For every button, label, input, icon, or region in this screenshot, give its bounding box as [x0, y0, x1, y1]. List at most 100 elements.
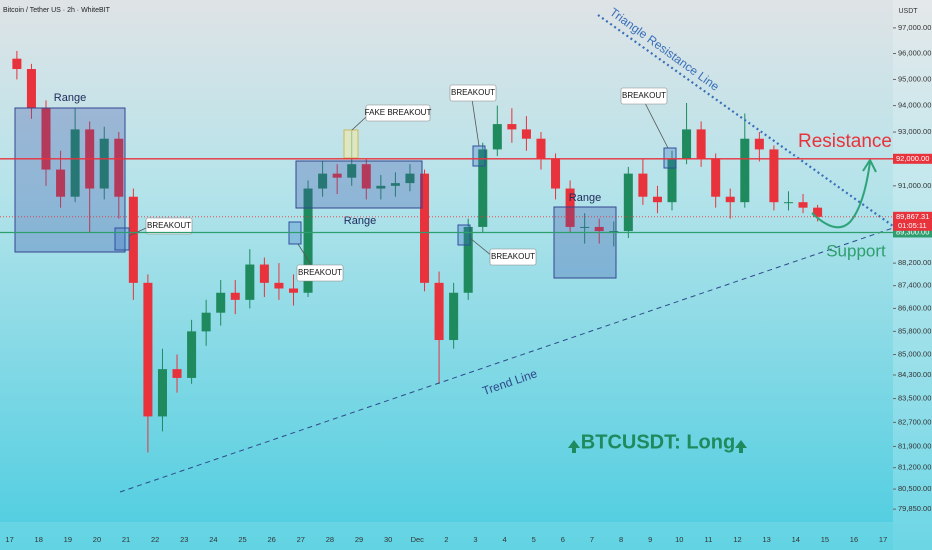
- candle-body: [216, 292, 226, 313]
- x-tick-label: 10: [675, 535, 683, 544]
- y-tick-label: 96,000.00: [898, 49, 931, 58]
- countdown: 01:05:11: [898, 221, 927, 230]
- candle-body: [521, 129, 531, 139]
- candle-body: [390, 183, 400, 186]
- connector: [351, 116, 367, 131]
- candle-body: [667, 158, 677, 203]
- candle-body: [798, 202, 808, 208]
- connector: [471, 98, 480, 147]
- candle-body: [565, 188, 575, 227]
- y-tick-label: 87,400.00: [898, 281, 931, 290]
- x-tick-label: 14: [792, 535, 800, 544]
- x-tick-label: 17: [879, 535, 887, 544]
- candle-body: [769, 149, 779, 203]
- candle-body: [157, 369, 167, 417]
- range-box: [14, 107, 126, 253]
- x-tick-label: 12: [733, 535, 741, 544]
- x-tick-label: 13: [762, 535, 770, 544]
- candle-body: [259, 264, 269, 283]
- annotation: Resistance: [798, 131, 892, 152]
- x-tick-label: 29: [355, 535, 363, 544]
- candle-body: [478, 149, 488, 227]
- y-tick-label: 88,200.00: [898, 258, 931, 267]
- y-tick-label: 79,850.00: [898, 504, 931, 513]
- x-tick-label: 25: [238, 535, 246, 544]
- x-tick-label: 21: [122, 535, 130, 544]
- candle-body: [99, 138, 109, 189]
- label-box: [296, 264, 344, 282]
- x-tick-label: 28: [326, 535, 334, 544]
- annotation: Range: [54, 92, 86, 104]
- x-tick-label: 24: [209, 535, 217, 544]
- triangle-resistance-line: [597, 14, 894, 227]
- annotation: BREAKOUT: [622, 91, 666, 100]
- candle-body: [26, 69, 36, 109]
- annotation: BREAKOUT: [147, 221, 191, 230]
- candle-body: [405, 173, 415, 184]
- range-box: [295, 160, 423, 209]
- candle-body: [201, 312, 211, 332]
- x-tick-label: 6: [561, 535, 565, 544]
- candle-body: [332, 173, 342, 178]
- label-box: [489, 248, 537, 266]
- breakout-markers: [114, 145, 677, 251]
- candle-body: [318, 173, 328, 189]
- y-tick-label: 81,200.00: [898, 463, 931, 472]
- connector: [644, 102, 669, 149]
- y-tick-label: 85,000.00: [898, 350, 931, 359]
- candle-body: [492, 124, 502, 150]
- candle-body: [187, 331, 197, 378]
- annotation: FAKE BREAKOUT: [365, 108, 432, 117]
- time-axis: [0, 522, 893, 550]
- price-axis: [893, 0, 932, 550]
- x-tick-label: 3: [473, 535, 477, 544]
- breakout-marker: [114, 227, 130, 251]
- up-arrow-icon: [568, 440, 580, 453]
- candle-body: [12, 58, 22, 70]
- y-tick-label: 80,500.00: [898, 484, 931, 493]
- range-box: [553, 206, 617, 279]
- candle-body: [245, 264, 255, 300]
- candle-body: [623, 173, 633, 232]
- currency: USDT: [898, 8, 918, 15]
- x-tick-label: 17: [5, 535, 13, 544]
- up-arrow-icon: [735, 440, 747, 453]
- x-tick-label: 22: [151, 535, 159, 544]
- annotation: Range: [569, 192, 601, 204]
- x-tick-label: 27: [297, 535, 305, 544]
- candle-body: [288, 288, 299, 293]
- label-box: [365, 104, 431, 122]
- x-tick-label: 2: [444, 535, 448, 544]
- candle-body: [41, 108, 51, 170]
- x-tick-label: 15: [821, 535, 829, 544]
- x-tick-label: 23: [180, 535, 188, 544]
- label-box: [145, 217, 193, 235]
- y-tick-label: 95,000.00: [898, 74, 931, 83]
- candle-body: [376, 185, 386, 189]
- x-tick-label: 18: [35, 535, 43, 544]
- candle-body: [434, 282, 444, 341]
- candle-body: [172, 369, 182, 378]
- y-tick-label: 82,700.00: [898, 417, 931, 426]
- candle-body: [347, 164, 357, 178]
- x-tick-label: 16: [850, 535, 858, 544]
- candle-body: [682, 129, 692, 159]
- x-tick-label: 19: [64, 535, 72, 544]
- candle-body: [463, 226, 473, 293]
- y-tick-label: 93,000.00: [898, 127, 931, 136]
- candle-body: [536, 138, 546, 159]
- candle-body: [638, 173, 648, 197]
- candle-body: [580, 226, 590, 228]
- candle-body: [449, 292, 459, 341]
- chart-title: Bitcoin / Tether US · 2h · WhiteBIT: [3, 7, 111, 14]
- candle-body: [594, 226, 604, 232]
- y-tick-label: 83,500.00: [898, 394, 931, 403]
- candle-body: [725, 196, 735, 203]
- last_price-label: 89,867.31: [896, 212, 929, 221]
- x-tick-label: 4: [503, 535, 507, 544]
- x-tick-label: 8: [619, 535, 623, 544]
- candle-body: [507, 124, 517, 130]
- x-tick-label: 5: [532, 535, 536, 544]
- fake-breakout-box: [343, 129, 359, 159]
